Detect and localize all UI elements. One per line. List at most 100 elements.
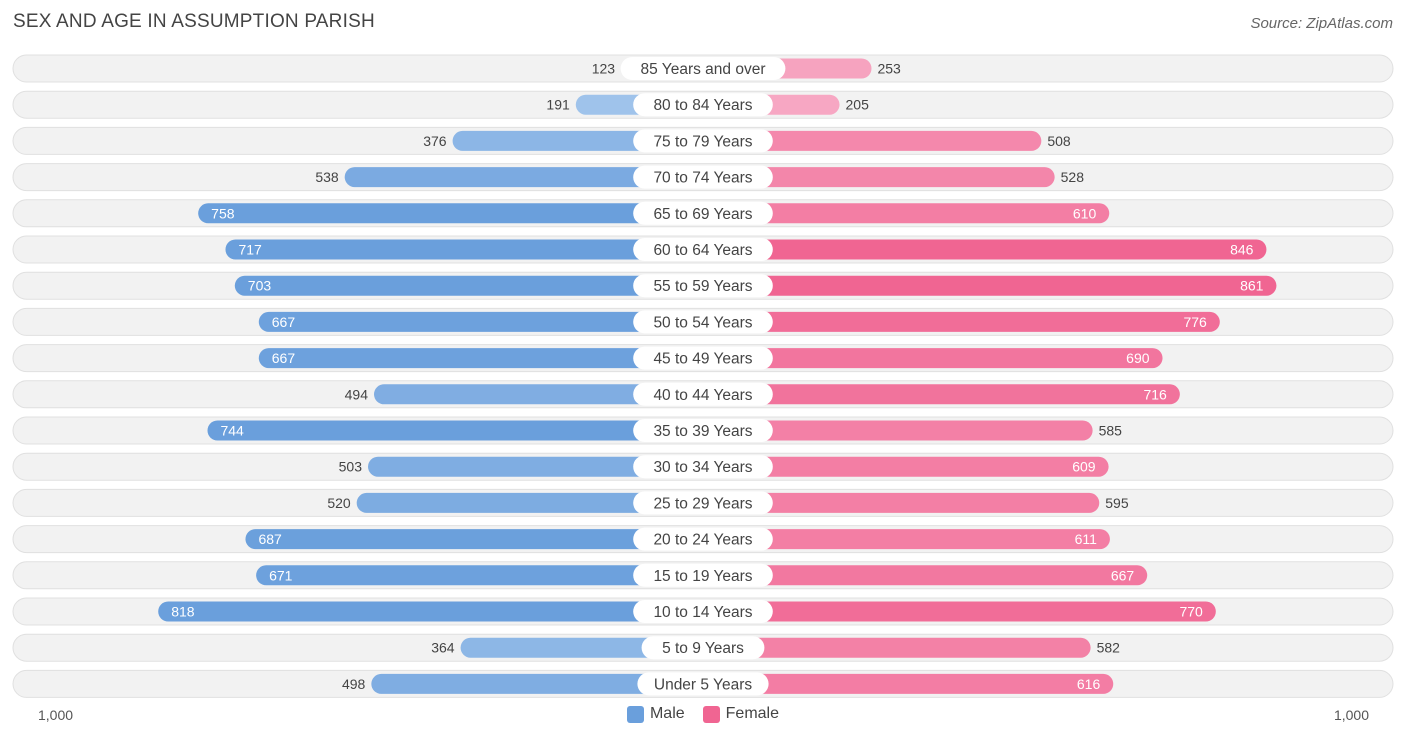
male-value-label: 520: [327, 495, 351, 511]
category-pill: [633, 129, 773, 153]
male-value-label: 744: [220, 423, 244, 439]
category-label: 15 to 19 Years: [653, 568, 752, 585]
male-bar: [245, 529, 703, 550]
male-value-label: 123: [592, 61, 616, 77]
female-bar: [703, 203, 1110, 224]
male-value-label: 717: [238, 242, 262, 258]
female-value-label: 585: [1099, 423, 1123, 439]
female-bar: [703, 275, 1277, 296]
female-value-label: 595: [1105, 495, 1129, 511]
category-label: 85 Years and over: [641, 61, 766, 78]
category-pill: [633, 310, 773, 334]
male-value-label: 818: [171, 604, 195, 620]
category-pill: [620, 57, 786, 80]
female-bar: [703, 492, 1100, 513]
category-pill: [633, 274, 773, 298]
category-label: 70 to 74 Years: [653, 170, 752, 187]
category-label: 5 to 9 Years: [662, 640, 744, 657]
male-value-label: 703: [248, 278, 272, 294]
male-value-label: 671: [269, 567, 293, 583]
legend-female-label: Female: [725, 705, 780, 722]
female-value-label: 508: [1047, 133, 1071, 149]
female-swatch: [702, 705, 720, 723]
female-value-label: 716: [1143, 386, 1167, 402]
female-bar: [703, 311, 1220, 332]
female-value-label: 770: [1179, 604, 1203, 620]
category-pill: [633, 419, 773, 442]
male-bar: [344, 167, 703, 188]
female-bar: [703, 673, 1114, 694]
axis-left-label: 1,000: [38, 707, 74, 723]
legend: Male Female: [0, 705, 1406, 723]
category-pill: [633, 600, 773, 623]
category-label: 50 to 54 Years: [653, 314, 752, 331]
category-label: 25 to 29 Years: [653, 495, 752, 512]
male-bar: [234, 275, 703, 296]
category-pill: [637, 672, 769, 696]
male-bar: [198, 203, 703, 224]
female-value-label: 690: [1126, 350, 1150, 366]
category-label: 80 to 84 Years: [653, 97, 752, 114]
chart-title: SEX AND AGE IN ASSUMPTION PARISH: [13, 11, 375, 32]
female-bar: [703, 384, 1180, 405]
female-value-label: 616: [1077, 676, 1101, 692]
category-label: 30 to 34 Years: [653, 459, 752, 476]
category-pill: [633, 93, 773, 117]
female-value-label: 667: [1111, 567, 1135, 583]
legend-male-label: Male: [649, 705, 685, 722]
male-value-label: 667: [272, 350, 296, 366]
male-bar: [373, 384, 703, 405]
category-pill: [633, 455, 773, 479]
male-bar: [356, 492, 703, 513]
female-bar: [703, 420, 1093, 441]
category-pill: [633, 527, 773, 551]
category-label: 35 to 39 Years: [653, 423, 752, 440]
female-bar: [703, 565, 1148, 586]
male-bar: [460, 637, 703, 658]
female-bar: [703, 601, 1216, 622]
female-value-label: 609: [1072, 459, 1096, 475]
legend-item-male[interactable]: Male: [626, 705, 685, 723]
female-value-label: 846: [1230, 242, 1254, 258]
category-label: 45 to 49 Years: [653, 351, 752, 368]
male-value-label: 364: [431, 640, 455, 656]
female-value-label: 610: [1073, 205, 1097, 221]
female-bar: [703, 529, 1110, 550]
male-value-label: 494: [345, 386, 369, 402]
male-bar: [258, 348, 703, 369]
female-value-label: 861: [1240, 278, 1264, 294]
male-value-label: 667: [272, 314, 296, 330]
male-bar: [256, 565, 703, 586]
male-value-label: 376: [423, 133, 447, 149]
category-pill: [633, 201, 773, 225]
female-value-label: 528: [1061, 169, 1085, 185]
male-value-label: 498: [342, 676, 366, 692]
category-pill: [633, 382, 773, 406]
category-label: 10 to 14 Years: [653, 604, 752, 621]
legend-item-female[interactable]: Female: [702, 705, 780, 723]
female-value-label: 253: [877, 61, 901, 77]
male-value-label: 758: [211, 205, 235, 221]
male-value-label: 538: [315, 169, 339, 185]
female-bar: [703, 239, 1267, 260]
female-bar: [703, 637, 1091, 658]
category-label: 60 to 64 Years: [653, 242, 752, 259]
male-swatch: [626, 705, 644, 723]
male-bar: [158, 601, 703, 622]
category-label: 75 to 79 Years: [653, 133, 752, 150]
female-bar: [703, 130, 1042, 151]
female-value-label: 205: [846, 97, 870, 113]
category-label: Under 5 Years: [654, 676, 752, 693]
male-bar: [371, 673, 703, 694]
male-value-label: 503: [339, 459, 363, 475]
male-value-label: 191: [546, 97, 570, 113]
male-bar: [258, 311, 703, 332]
male-bar: [368, 456, 703, 477]
female-value-label: 611: [1075, 531, 1098, 547]
category-pill: [633, 563, 773, 587]
category-label: 40 to 44 Years: [653, 387, 752, 404]
male-bar: [225, 239, 703, 260]
female-bar: [703, 348, 1163, 369]
source-credit: Source: ZipAtlas.com: [1250, 15, 1393, 32]
